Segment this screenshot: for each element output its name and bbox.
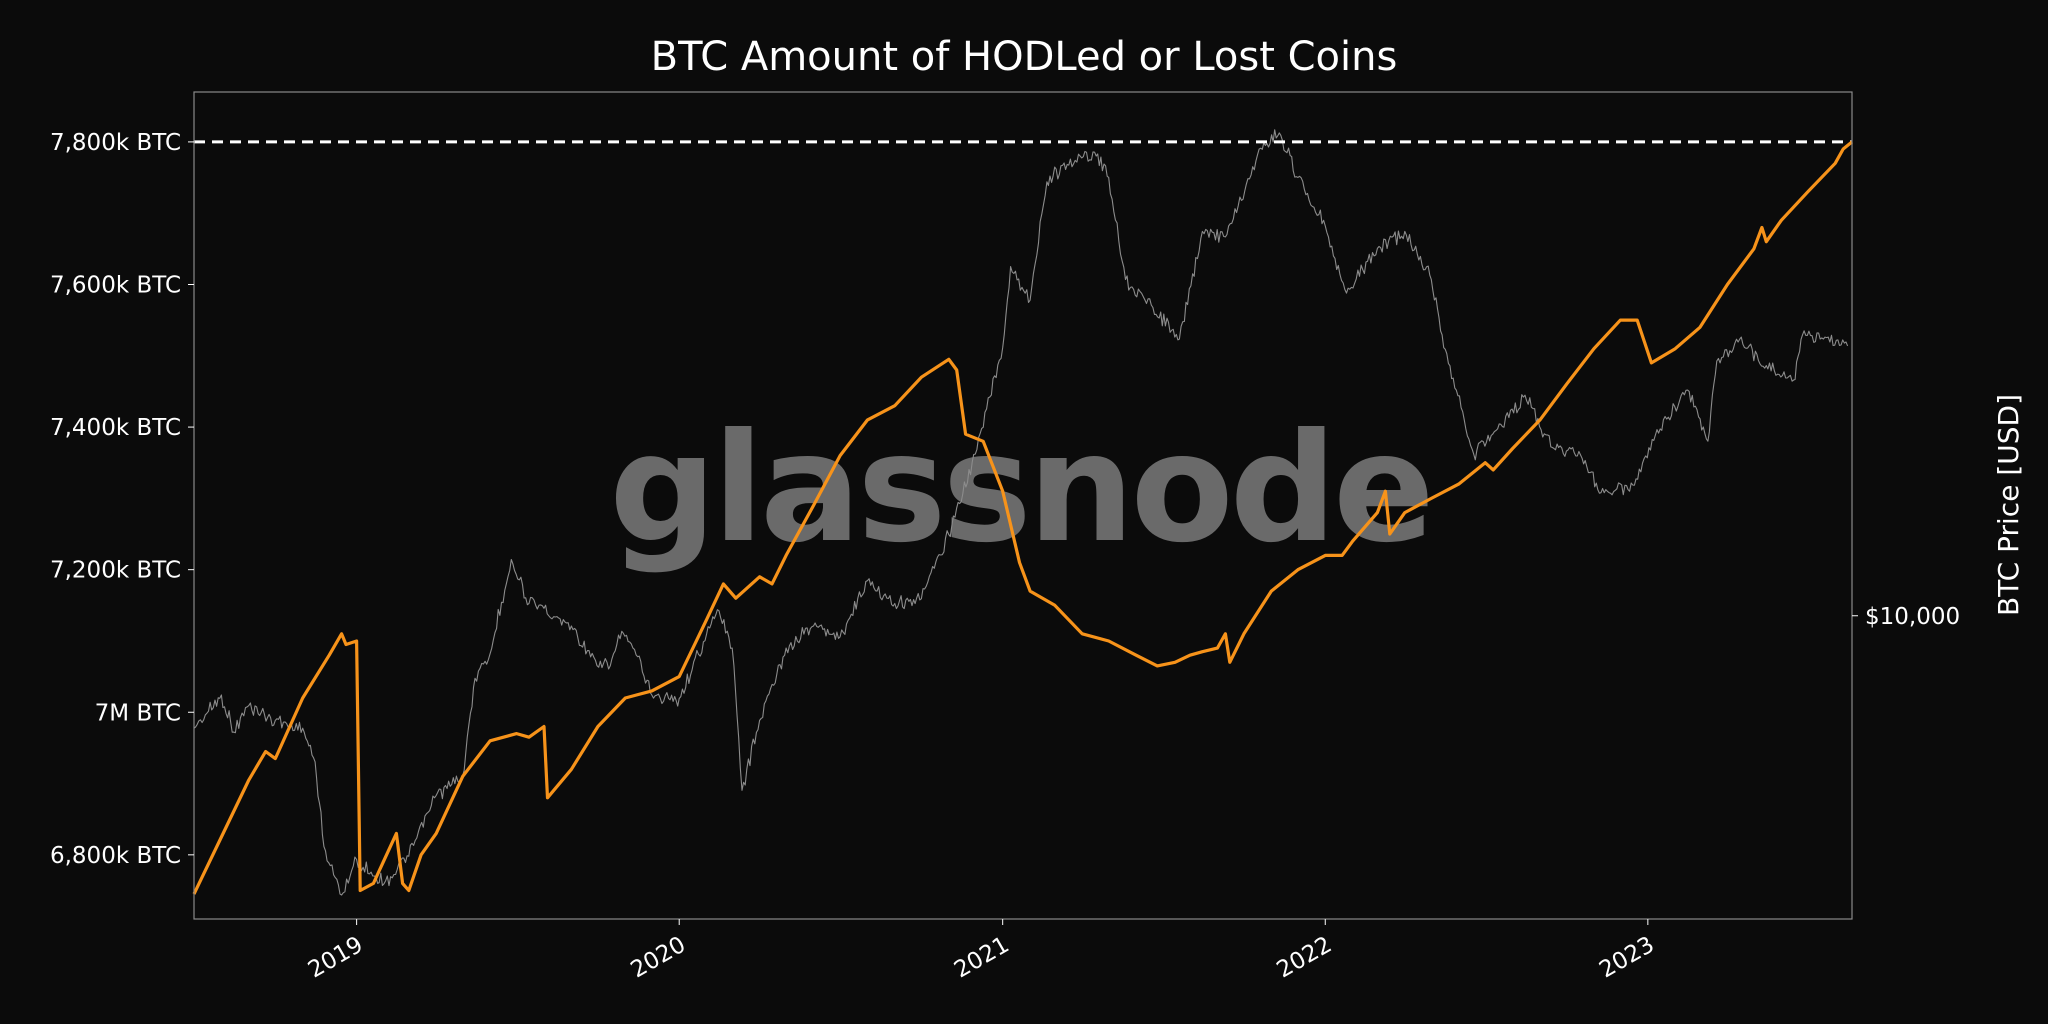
y-tick-label: 7,400k BTC: [50, 415, 181, 441]
hodled-series: [192, 140, 1854, 895]
price-series: [193, 129, 1849, 896]
y-axis-right: $10,000: [1852, 604, 1960, 630]
watermark: glassnode: [609, 402, 1431, 576]
y-axis-right-label: BTC Price [USD]: [1992, 394, 2025, 616]
chart-title: BTC Amount of HODLed or Lost Coins: [651, 34, 1398, 80]
y-tick-label: 6,800k BTC: [50, 843, 181, 869]
y-tick-label: 7M BTC: [95, 700, 181, 726]
y-axis-left: 6,800k BTC 7M BTC 7,200k BTC 7,400k BTC 7,60…: [50, 130, 194, 869]
y-tick-label: 7,200k BTC: [50, 558, 181, 584]
price-line: [193, 129, 1849, 896]
plot-frame: [193, 91, 1853, 920]
y-right-tick-label: $10,000: [1865, 604, 1960, 630]
hodled-line: [192, 140, 1854, 895]
y-tick-label: 7,600k BTC: [50, 272, 181, 298]
y-tick-label: 7,800k BTC: [50, 130, 181, 156]
